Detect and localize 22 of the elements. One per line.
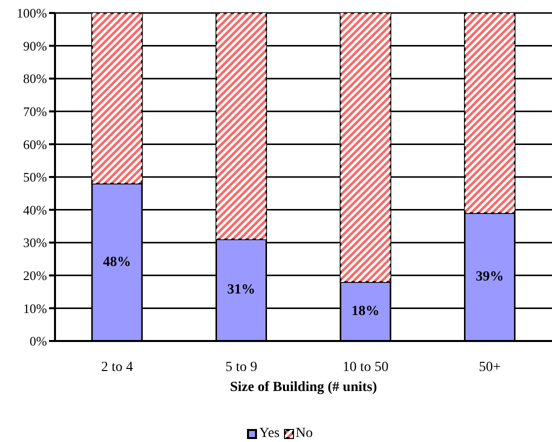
- y-tick-label: 40%: [23, 202, 48, 218]
- data-label: 39%: [476, 270, 504, 285]
- x-axis-title: Size of Building (# units): [230, 380, 378, 395]
- y-tick-label: 0%: [30, 334, 48, 349]
- y-tick-label: 30%: [23, 235, 48, 250]
- x-tick-label: 50+: [478, 360, 501, 375]
- data-label: 48%: [103, 254, 131, 270]
- data-label: 31%: [227, 282, 256, 298]
- y-tick-label: 70%: [23, 104, 48, 120]
- y-tick-label: 10%: [23, 300, 48, 316]
- y-tick-label: 20%: [23, 268, 48, 284]
- x-tick-label: 5 to 9: [225, 360, 258, 375]
- legend-label: Yes: [259, 426, 280, 442]
- x-tick-label: 2 to 4: [101, 360, 134, 375]
- y-tick-label: 100%: [16, 6, 48, 21]
- y-tick-label: 80%: [23, 71, 48, 86]
- x-tick-label: 10 to 50: [342, 360, 389, 375]
- y-tick-label: 90%: [23, 38, 48, 54]
- data-label: 18%: [352, 304, 380, 319]
- legend-label: No: [296, 426, 313, 442]
- y-tick-label: 50%: [23, 170, 48, 185]
- y-tick-label: 60%: [23, 136, 48, 152]
